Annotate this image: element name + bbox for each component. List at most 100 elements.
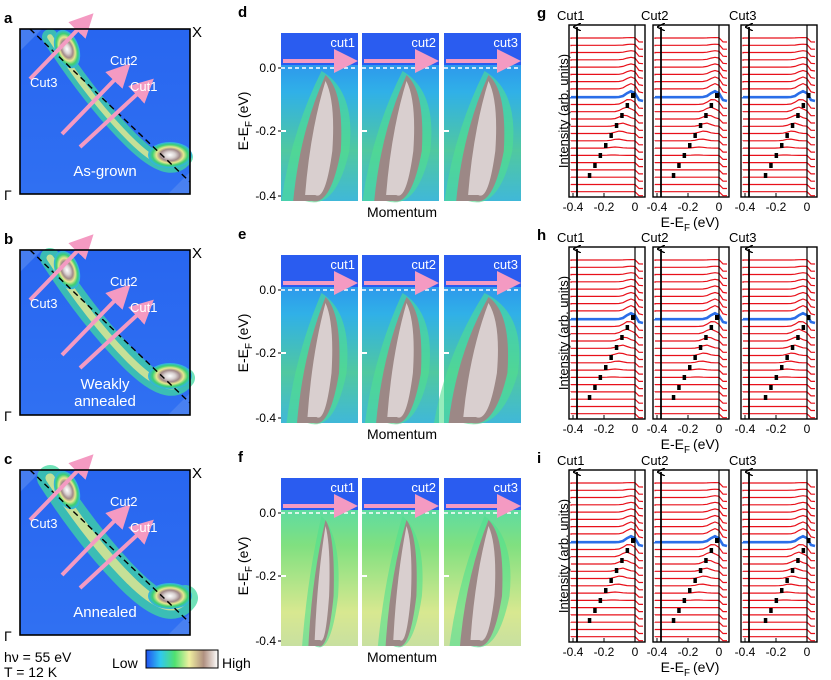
- edc-curve: [742, 56, 816, 65]
- edc-curve: [742, 391, 815, 397]
- edc-curve-fermi: [741, 89, 816, 103]
- x-tick-label: -0.2: [766, 200, 787, 214]
- spectra-panel-d: d 0.0 -0.2 -0.4 E-EF (eV) cut1 cut2 cut3 Momentum: [235, 4, 521, 220]
- spectrum-cut1: cut1: [281, 33, 358, 203]
- corner-x-label: X: [192, 245, 202, 262]
- peak-marker: [682, 375, 687, 380]
- edc-curve-fermi: [653, 89, 728, 103]
- edc-curve: [654, 169, 727, 175]
- edc-curve: [570, 567, 643, 576]
- edc-curve: [742, 76, 816, 87]
- peak-marker: [704, 113, 708, 118]
- peak-marker: [796, 113, 800, 118]
- cut-label: cut2: [411, 257, 436, 272]
- edc-curve: [654, 521, 728, 532]
- edc-curve: [570, 278, 644, 287]
- edc-curve: [655, 559, 727, 569]
- edc-curve: [654, 76, 728, 87]
- corner-x-label: X: [192, 465, 202, 482]
- edc-curve: [654, 621, 727, 627]
- peak-marker: [614, 345, 619, 350]
- edc-curve: [654, 106, 728, 117]
- edc-stack-Cut3: Cut3 -0.4 -0.2 0: [729, 453, 818, 659]
- x-tick-label: -0.2: [766, 422, 787, 436]
- edc-curve: [570, 183, 643, 190]
- edc-curve: [570, 328, 644, 339]
- edc-y-axis-label: Intensity (arb. units): [556, 276, 571, 390]
- fermi-map-a: a X Γ Cut1 Cut2 Cut3 As-grown: [4, 10, 202, 203]
- map-corner-fade: [20, 470, 42, 492]
- edc-curve: [570, 320, 644, 331]
- edc-curve: [742, 258, 816, 265]
- peak-marker: [677, 385, 681, 390]
- edc-curve: [742, 360, 815, 368]
- edc-curve-fermi: [741, 311, 816, 325]
- y-tick-label: -0.4: [255, 634, 276, 648]
- state-label: As-grown: [73, 163, 136, 180]
- edc-curve: [570, 636, 643, 642]
- edc-curve-fermi: [653, 534, 728, 548]
- edc-curve: [571, 114, 643, 124]
- edc-stack-Cut2: Cut2 -0.4 -0.2 0: [641, 230, 730, 436]
- spectrum-cut2: cut2: [362, 478, 439, 648]
- edc-curve: [742, 599, 815, 605]
- edc-curve: [742, 304, 816, 316]
- edc-curve: [570, 360, 643, 368]
- peak-marker: [614, 123, 619, 128]
- edc-x-axis-label-text: E-EF (eV): [661, 436, 720, 456]
- panel-label-b: b: [4, 231, 13, 248]
- colorbar: Low High: [112, 649, 251, 671]
- edc-curve: [570, 384, 643, 390]
- x-axis-label: Momentum: [367, 649, 437, 665]
- edc-x-axis-label-unit: (eV): [693, 214, 719, 230]
- edc-curve: [742, 36, 816, 43]
- spectrum-cut3: cut3: [444, 478, 521, 648]
- band-core: [463, 303, 498, 418]
- map-frame: [19, 249, 191, 416]
- edc-curve: [742, 278, 816, 287]
- x-tick-label: 0: [632, 645, 639, 659]
- edc-curve: [570, 501, 644, 510]
- edc-curve: [654, 636, 727, 642]
- edc-curve: [742, 162, 815, 168]
- spectrum-cut2: cut2: [362, 33, 439, 203]
- edc-stack-Cut1: Cut1 -0.4 -0.2 0: [557, 230, 646, 436]
- peak-marker: [709, 325, 714, 330]
- edc-curve: [570, 272, 644, 280]
- edc-curve: [742, 413, 815, 419]
- edc-x-axis-label-sub: F: [684, 223, 690, 234]
- peak-marker: [625, 325, 630, 330]
- x-tick-label: -0.2: [594, 422, 615, 436]
- edc-stack-Cut3: Cut3 -0.4 -0.2 0: [729, 230, 818, 436]
- peak-marker: [698, 568, 703, 573]
- edc-y-axis-label: Intensity (arb. units): [556, 499, 571, 613]
- edc-curve: [570, 285, 644, 294]
- edc-curve: [654, 43, 728, 50]
- spectrum-cut3: cut3: [444, 33, 521, 203]
- x-tick-label: -0.4: [563, 200, 584, 214]
- edc-curve: [742, 621, 815, 627]
- cut-label: cut1: [330, 35, 355, 50]
- edc-frame: [740, 469, 818, 643]
- peak-marker: [693, 355, 697, 360]
- edc-curve: [654, 567, 727, 576]
- edc-curve: [570, 376, 643, 382]
- peak-marker: [682, 598, 687, 603]
- edc-curve: [654, 82, 728, 94]
- x-tick-label: 0: [632, 422, 639, 436]
- edc-curve: [742, 488, 816, 495]
- cut-arrow-1: [78, 299, 154, 370]
- edc-curve: [742, 285, 816, 294]
- temperature-label: T = 12 K: [4, 664, 58, 680]
- edc-curve: [654, 138, 727, 146]
- edc-curve-fermi: [741, 534, 816, 548]
- corner-gamma-label: Γ: [4, 628, 12, 644]
- edc-curve: [654, 291, 728, 301]
- edc-stack-Cut1: Cut1 -0.4 -0.2 0: [557, 453, 646, 659]
- peak-marker: [807, 93, 811, 98]
- edc-curve: [654, 405, 727, 412]
- edc-curve: [742, 384, 815, 390]
- peak-marker: [704, 558, 708, 563]
- peak-marker: [790, 123, 795, 128]
